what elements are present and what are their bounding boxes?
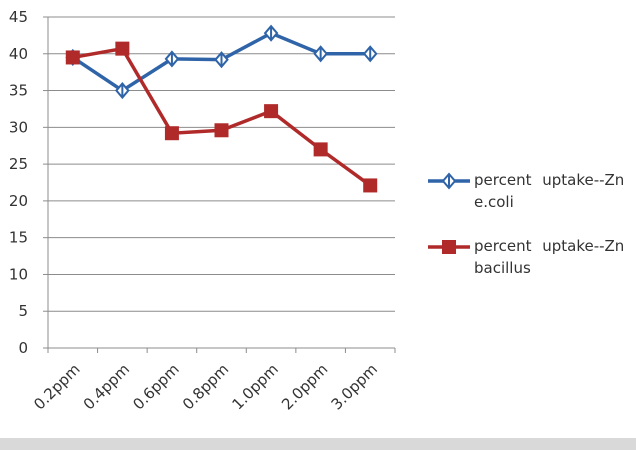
y-tick-label: 30 bbox=[9, 118, 28, 136]
y-tick-label: 35 bbox=[9, 82, 28, 100]
x-tick-label: 0.8ppm bbox=[179, 360, 232, 413]
marker bbox=[441, 172, 457, 190]
marker bbox=[115, 41, 130, 56]
series-line bbox=[72, 46, 372, 187]
marker bbox=[65, 50, 80, 65]
x-tick-label: 2.0ppm bbox=[278, 360, 331, 413]
y-tick-label: 5 bbox=[18, 302, 28, 320]
y-tick-label: 45 bbox=[9, 8, 28, 26]
marker bbox=[442, 240, 456, 254]
legend-label: percent uptake--Zn bacillus bbox=[474, 237, 625, 277]
x-tick-label: 0.2ppm bbox=[30, 360, 83, 413]
marker bbox=[164, 50, 180, 68]
marker bbox=[313, 45, 328, 63]
y-tick-label: 15 bbox=[9, 229, 28, 247]
legend-box: percent uptake--Zn bacillus bbox=[474, 237, 625, 277]
marker bbox=[263, 24, 279, 42]
y-tick-label: 0 bbox=[18, 339, 28, 357]
marker bbox=[313, 142, 328, 157]
series bbox=[65, 24, 378, 100]
y-tick-label: 40 bbox=[9, 45, 28, 63]
legend-box: percent uptake--Zn e.coli bbox=[474, 171, 625, 211]
marker bbox=[363, 178, 378, 193]
x-tick-label: 0.6ppm bbox=[129, 360, 182, 413]
y-tick-label: 25 bbox=[9, 155, 28, 173]
x-tick-label: 3.0ppm bbox=[328, 360, 381, 413]
series bbox=[65, 41, 378, 193]
marker bbox=[264, 104, 279, 119]
marker bbox=[362, 45, 378, 63]
x-tick-label: 1.0ppm bbox=[229, 360, 282, 413]
marker bbox=[115, 82, 130, 100]
y-tick-label: 10 bbox=[9, 265, 28, 283]
bottom-bar bbox=[0, 438, 636, 450]
legend-label: percent uptake--Zn e.coli bbox=[474, 171, 625, 211]
y-tick-label: 20 bbox=[9, 192, 28, 210]
x-tick-label: 0.4ppm bbox=[80, 360, 133, 413]
marker bbox=[164, 126, 179, 141]
marker bbox=[214, 123, 229, 138]
marker bbox=[214, 51, 229, 69]
